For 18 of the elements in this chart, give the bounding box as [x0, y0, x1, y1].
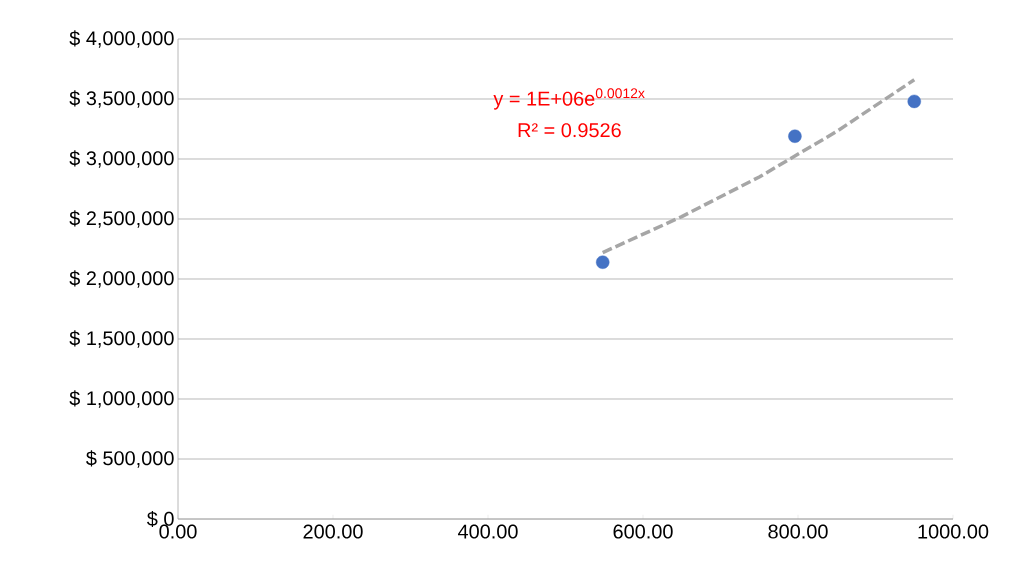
x-tick-label: 200.00 — [303, 524, 363, 539]
point — [788, 129, 802, 143]
point — [907, 94, 921, 109]
x-tick-label: 400.00 — [457, 524, 518, 539]
y-tick-label: $ 1,000,000 — [69, 390, 174, 408]
annotation: R² = 0.9526 — [518, 123, 621, 138]
y-tick-label: $ 4,000,000 — [69, 30, 174, 48]
annotation: y = 1E+06e$^{0.0012x}$ — [493, 88, 645, 110]
point — [596, 255, 610, 269]
y-tick-label: $ 3,000,000 — [69, 150, 174, 168]
y-tick-label: $ 1,500,000 — [69, 330, 174, 348]
x-tick-label: 1000.00 — [918, 524, 989, 539]
y-tick-label: $ 2,500,000 — [69, 210, 174, 228]
y-tick-label: $ 2,000,000 — [69, 270, 174, 288]
x-tick-label: 800.00 — [768, 524, 828, 539]
x-tick-label: 600.00 — [613, 524, 673, 539]
y-tick-label: $ 500,000 — [86, 450, 174, 468]
y-tick-label: $ 3,500,000 — [69, 90, 174, 108]
